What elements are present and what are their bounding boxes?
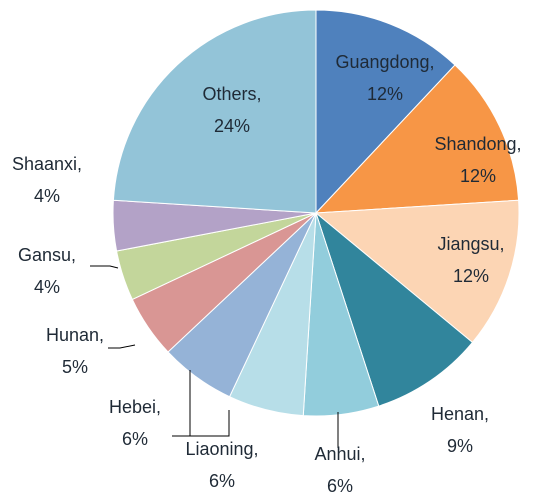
leader-line <box>180 410 230 437</box>
slice-value-label: 12% <box>460 166 496 186</box>
slice-value-label: 6% <box>209 471 235 491</box>
slice-value-label: 24% <box>214 116 250 136</box>
pie-slice <box>315 9 456 215</box>
slice-value-label: 6% <box>122 429 148 449</box>
pie-slice <box>314 64 520 214</box>
slice-value-label: 4% <box>34 277 60 297</box>
leader-line <box>90 265 119 269</box>
slice-label: Gansu, <box>18 245 76 265</box>
slice-value-label: 4% <box>34 186 60 206</box>
leader-line <box>108 344 136 349</box>
slice-label: Henan, <box>431 404 489 424</box>
slice-value-label: 9% <box>447 436 473 456</box>
pie-slice <box>314 199 520 344</box>
pie-slice <box>112 9 317 214</box>
slice-value-label: 5% <box>62 357 88 377</box>
slice-value-label: 6% <box>327 476 353 496</box>
pie-slice <box>314 211 474 407</box>
slice-label: Others, <box>202 84 261 104</box>
slice-value-label: 12% <box>453 266 489 286</box>
slice-label: Liaoning, <box>185 439 258 459</box>
leader-line <box>172 370 191 437</box>
slice-label: Hebei, <box>109 397 161 417</box>
slice-label: Jiangsu, <box>437 234 504 254</box>
slice-label: Anhui, <box>314 444 365 464</box>
slice-label: Shandong, <box>434 134 521 154</box>
slice-label: Shaanxi, <box>12 154 82 174</box>
slice-label: Hunan, <box>46 325 104 345</box>
slice-value-label: 12% <box>367 84 403 104</box>
slice-label: Guangdong, <box>335 52 434 72</box>
